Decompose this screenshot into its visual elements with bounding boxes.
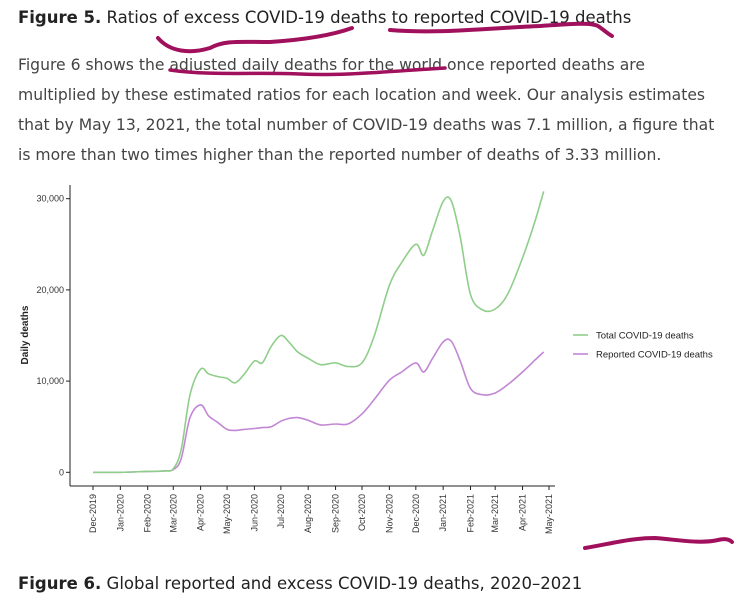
figure5-text: Ratios of excess COVID-19 deaths to repo… [101,8,632,27]
x-tick-label: Jan-2021 [438,494,448,532]
x-tick-label: Jun-2020 [249,494,259,532]
deaths-line-chart: Daily deaths 0 10,000 20,000 30,000 Dec-2019… [20,185,713,534]
series-line-reported [92,338,545,474]
paragraph-line: multiplied by these estimated ratios for… [18,86,706,104]
x-tick-label: Oct-2020 [357,494,367,531]
x-tick-label: Jan-2020 [115,494,125,532]
figure5-label: Figure 5. [18,8,102,27]
y-tick-label: 30,000 [36,194,64,204]
body-paragraph: Figure 6 shows the adjusted daily deaths… [18,50,738,170]
x-tick-label: Mar-2021 [490,494,500,533]
x-tick-label: May-2020 [222,494,232,534]
y-axis-title: Daily deaths [20,305,31,364]
annotation-underline [156,26,354,54]
x-tick-label: Apr-2020 [196,494,206,531]
x-tick-label: Dec-2020 [411,494,421,533]
plot-area: Daily deaths 0 10,000 20,000 30,000 Dec-2019… [20,185,555,534]
paragraph-line: that by May 13, 2021, the total number o… [18,116,715,134]
x-tick-label: Dec-2019 [88,494,98,533]
legend: Total COVID-19 deaths Reported COVID-19 d… [573,331,713,361]
legend-label: Total COVID-19 deaths [596,331,694,342]
y-tick-label: 0 [59,467,64,477]
x-tick-label: Aug-2020 [303,494,313,533]
paragraph-line: Figure 6 shows the adjusted daily deaths… [18,56,645,74]
y-tick-label: 20,000 [36,285,64,295]
figure6-label: Figure 6. [18,574,102,593]
y-tick-label: 10,000 [36,376,64,386]
x-tick-label: Sep-2020 [331,494,341,533]
figure6-text: Global reported and excess COVID-19 deat… [101,574,583,593]
paragraph-line: is more than two times higher than the r… [18,146,662,164]
x-tick-label: Apr-2021 [518,494,528,531]
figure5-caption: Figure 5. Ratios of excess COVID-19 deat… [18,8,631,27]
x-tick-label: Feb-2020 [143,494,153,533]
x-tick-label: Jul-2020 [276,494,286,529]
series-line-total [92,191,545,474]
legend-label: Reported COVID-19 deaths [596,350,713,361]
x-tick-label: Mar-2020 [168,494,178,533]
figure6-caption: Figure 6. Global reported and excess COV… [18,574,582,593]
x-tick-label: Nov-2020 [384,494,394,533]
x-tick-label: May-2021 [544,494,554,534]
x-tick-label: Feb-2021 [466,494,476,533]
